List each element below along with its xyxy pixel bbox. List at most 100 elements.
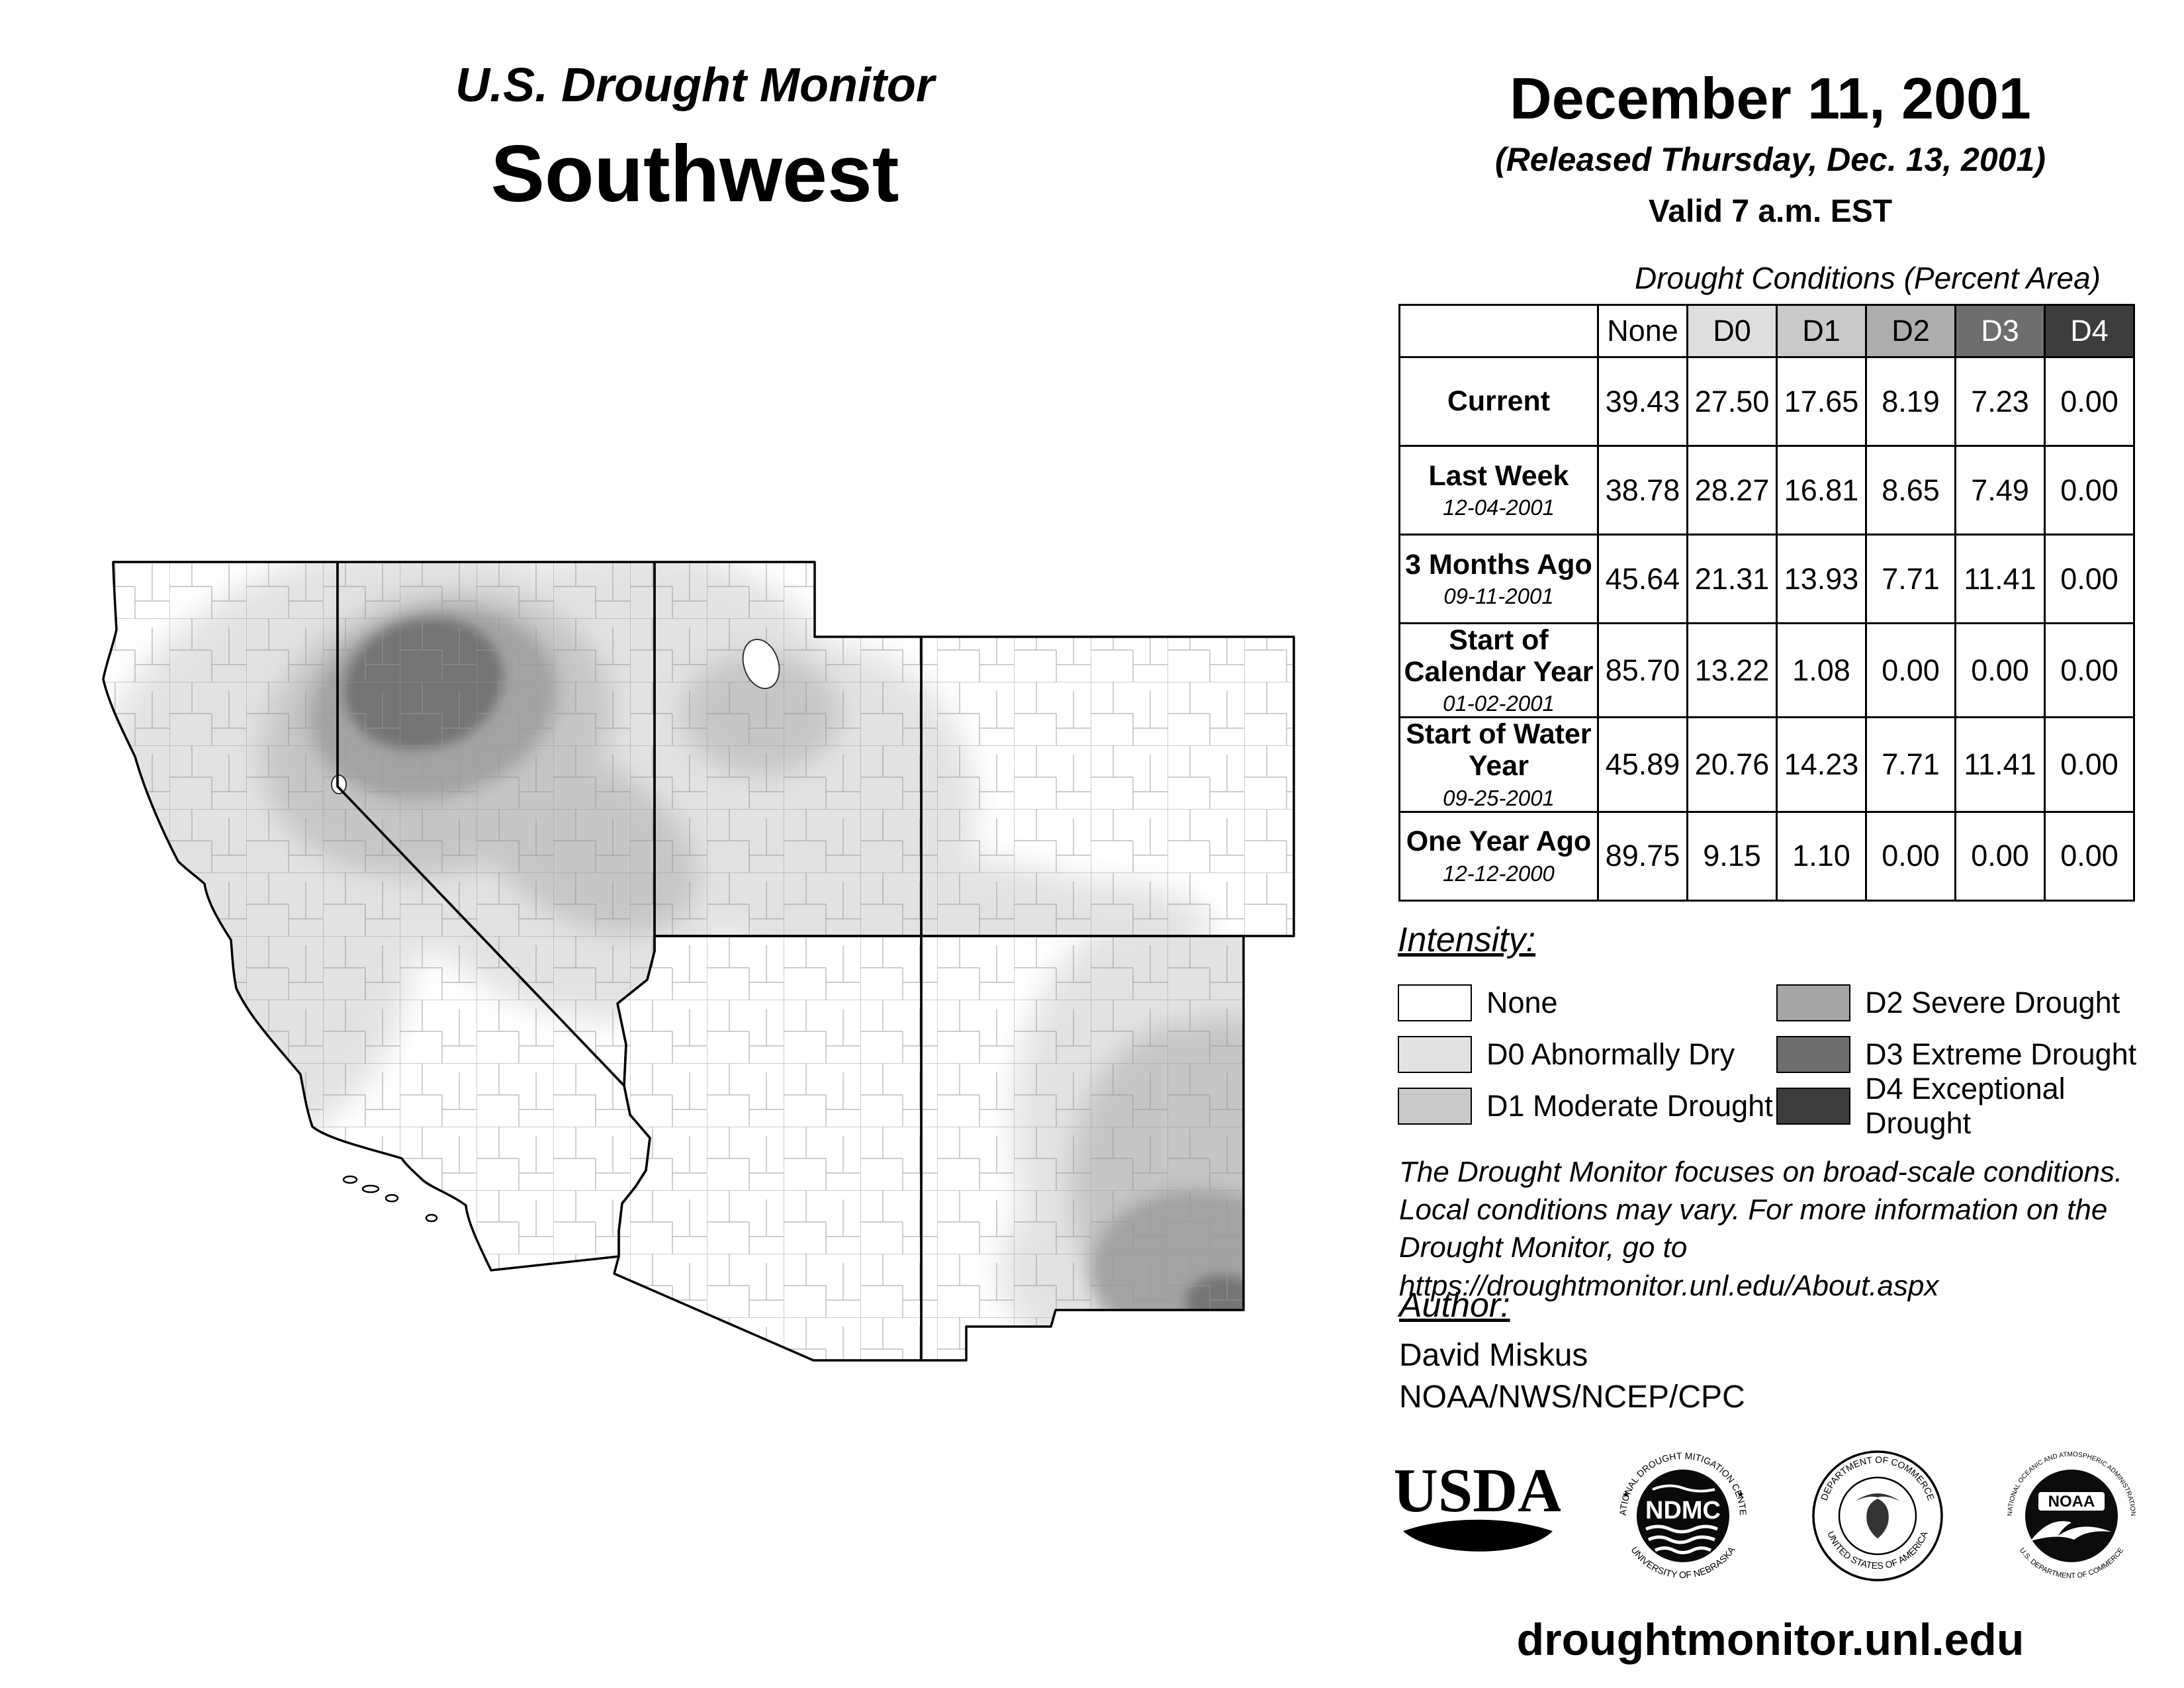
- value-cell: 9.15: [1686, 810, 1778, 902]
- value-cell: 1.08: [1776, 622, 1867, 719]
- value-cell: 11.41: [1954, 534, 2046, 624]
- row-label: One Year Ago 12-12-2000: [1398, 810, 1599, 902]
- ndmc-logo: NDMC NATIONAL DROUGHT MITIGATION CENTER …: [1612, 1444, 1749, 1580]
- great-salt-lake: [742, 638, 780, 690]
- value-cell: 45.64: [1597, 534, 1688, 624]
- row-label: 3 Months Ago 09-11-2001: [1398, 534, 1599, 624]
- legend-title: Intensity:: [1398, 921, 1536, 959]
- table-row-current: Current 39.43 27.50 17.65 8.19 7.23 0.00: [1398, 356, 2135, 447]
- value-cell: 7.49: [1954, 445, 2046, 536]
- channel-islands: [342, 1175, 438, 1223]
- ndmc-star-left-icon: ★: [1622, 1489, 1630, 1499]
- legend-grid: None D0 Abnormally Dry D1 Moderate Droug…: [1398, 977, 2159, 1140]
- usda-wordmark: USDA: [1395, 1456, 1561, 1525]
- value-cell: 21.31: [1686, 534, 1778, 624]
- usda-swoosh: [1403, 1519, 1553, 1552]
- legend-item-d3: D3 Extreme Drought: [1776, 1036, 2159, 1073]
- value-cell: 16.81: [1776, 445, 1867, 536]
- footer-url: droughtmonitor.unl.edu: [1516, 1615, 2025, 1665]
- value-cell: 0.00: [1954, 622, 2046, 719]
- ndmc-wave-icon: [1652, 1484, 1715, 1493]
- report-title: U.S. Drought Monitor: [455, 59, 934, 112]
- region-title: Southwest: [490, 128, 899, 218]
- table-row-3-months-ago: 3 Months Ago 09-11-2001 45.64 21.31 13.9…: [1398, 534, 2135, 624]
- legend-item-d1: D1 Moderate Drought: [1398, 1088, 1776, 1125]
- ndmc-acronym: NDMC: [1645, 1497, 1721, 1524]
- drought-map: [93, 555, 1304, 1368]
- author-name: David Miskus: [1399, 1338, 1588, 1373]
- value-cell: 13.93: [1776, 534, 1867, 624]
- legend-swatch-d4: [1776, 1088, 1850, 1125]
- value-cell: 8.65: [1865, 445, 1956, 536]
- row-label: Current: [1398, 356, 1599, 447]
- legend-swatch-d1: [1398, 1088, 1472, 1125]
- value-cell: 7.71: [1865, 534, 1956, 624]
- lake-tahoe: [331, 774, 347, 794]
- value-cell: 0.00: [1954, 810, 2046, 902]
- agency-logos: USDA NDMC NATIONAL DROUGHT MITIGATION CE…: [1395, 1444, 2143, 1587]
- value-cell: 0.00: [1865, 810, 1956, 902]
- column-header-d1: D1: [1776, 304, 1867, 358]
- value-cell: 14.23: [1776, 716, 1867, 813]
- table-corner: [1398, 304, 1599, 358]
- legend-item-none: None: [1398, 984, 1776, 1021]
- author-block: Author: David Miskus NOAA/NWS/NCEP/CPC: [1399, 1286, 1745, 1415]
- noaa-gull-icon: [2030, 1521, 2111, 1541]
- value-cell: 28.27: [1686, 445, 1778, 536]
- value-cell: 11.41: [1954, 716, 2046, 813]
- legend-swatch-none: [1398, 984, 1472, 1021]
- release-date: (Released Thursday, Dec. 13, 2001): [1495, 141, 2046, 178]
- value-cell: 1.10: [1776, 810, 1867, 902]
- noaa-disc: [2025, 1470, 2118, 1562]
- row-label: Last Week 12-04-2001: [1398, 445, 1599, 536]
- value-cell: 0.00: [1865, 622, 1956, 719]
- ndmc-star-right-icon: ★: [1737, 1489, 1745, 1499]
- table-row-one-year-ago: One Year Ago 12-12-2000 89.75 9.15 1.10 …: [1398, 810, 2135, 902]
- column-header-d0: D0: [1686, 304, 1778, 358]
- legend-item-d4: D4 Exceptional Drought: [1776, 1072, 2159, 1141]
- author-heading: Author:: [1399, 1286, 1510, 1325]
- value-cell: 0.00: [2044, 810, 2135, 902]
- value-cell: 0.00: [2044, 534, 2135, 624]
- table-header-row: None D0 D1 D2 D3 D4: [1398, 304, 2135, 358]
- county-boundaries: [103, 562, 1294, 1360]
- value-cell: 20.76: [1686, 716, 1778, 813]
- valid-time: Valid 7 a.m. EST: [1648, 194, 1893, 229]
- header-left: U.S. Drought Monitor Southwest: [318, 58, 1072, 220]
- disclaimer: The Drought Monitor focuses on broad-sca…: [1399, 1156, 2123, 1302]
- header-right: December 11, 2001 (Released Thursday, De…: [1396, 65, 2144, 230]
- value-cell: 0.00: [2044, 716, 2135, 813]
- report-date: December 11, 2001: [1510, 66, 2031, 131]
- column-header-d2: D2: [1865, 304, 1956, 358]
- legend-item-d2: D2 Severe Drought: [1776, 984, 2159, 1021]
- column-header-none: None: [1597, 304, 1688, 358]
- value-cell: 7.23: [1954, 356, 2046, 447]
- value-cell: 8.19: [1865, 356, 1956, 447]
- legend-item-d0: D0 Abnormally Dry: [1398, 1036, 1776, 1073]
- noaa-banner: [2038, 1492, 2105, 1511]
- value-cell: 0.00: [2044, 622, 2135, 719]
- table-caption: Drought Conditions (Percent Area): [1635, 261, 2101, 295]
- row-label: Start of Calendar Year 01-02-2001: [1398, 622, 1599, 719]
- value-cell: 38.78: [1597, 445, 1688, 536]
- author-org: NOAA/NWS/NCEP/CPC: [1399, 1380, 1745, 1415]
- value-cell: 0.00: [2044, 356, 2135, 447]
- value-cell: 17.65: [1776, 356, 1867, 447]
- value-cell: 39.43: [1597, 356, 1688, 447]
- value-cell: 45.89: [1597, 716, 1688, 813]
- noaa-acronym: NOAA: [2048, 1493, 2095, 1511]
- column-header-d3: D3: [1954, 304, 2046, 358]
- row-label: Start of Water Year 09-25-2001: [1398, 716, 1599, 813]
- value-cell: 89.75: [1597, 810, 1688, 902]
- conditions-table: None D0 D1 D2 D3 D4 Current 39.43 27.50 …: [1398, 304, 2135, 902]
- legend-swatch-d3: [1776, 1036, 1850, 1073]
- commerce-eagle-icon: [1854, 1493, 1900, 1538]
- commerce-seal-logo: DEPARTMENT OF COMMERCE UNITED STATES OF …: [1811, 1450, 1943, 1581]
- drought-map-svg: [102, 561, 1295, 1362]
- table-row-start-water-year: Start of Water Year 09-25-2001 45.89 20.…: [1398, 716, 2135, 813]
- value-cell: 7.71: [1865, 716, 1956, 813]
- value-cell: 85.70: [1597, 622, 1688, 719]
- legend-swatch-d0: [1398, 1036, 1472, 1073]
- value-cell: 13.22: [1686, 622, 1778, 719]
